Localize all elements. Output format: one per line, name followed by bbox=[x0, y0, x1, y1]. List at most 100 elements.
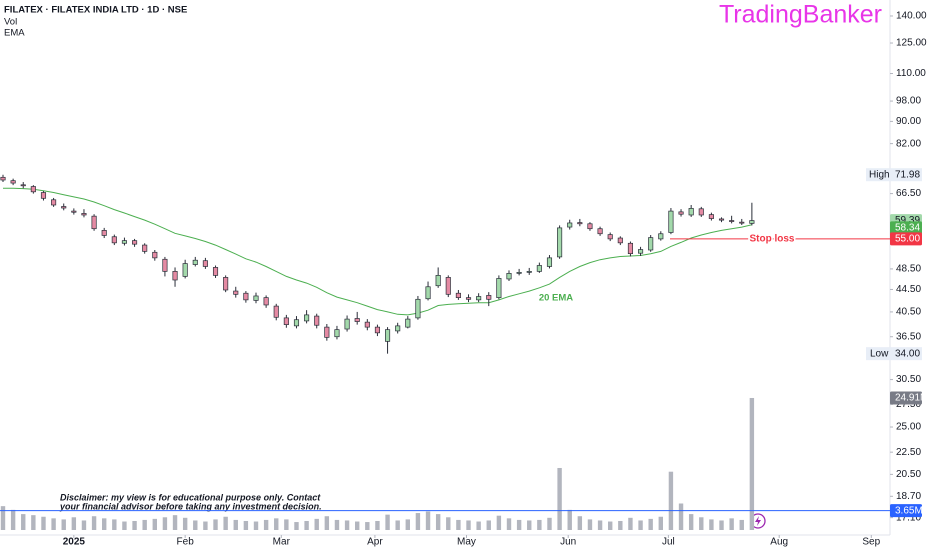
candle-body bbox=[51, 199, 57, 206]
candle-body bbox=[455, 292, 461, 298]
volume-bar bbox=[628, 517, 633, 530]
volume-bar bbox=[446, 517, 451, 530]
volume-bar bbox=[233, 519, 238, 530]
volume-bar bbox=[152, 518, 157, 530]
candle-body bbox=[273, 305, 279, 318]
volume-bar bbox=[506, 518, 512, 530]
candle-body bbox=[212, 267, 219, 276]
candle-body bbox=[617, 237, 623, 244]
volume-bar bbox=[527, 520, 532, 530]
volume-bar bbox=[324, 516, 330, 530]
candle-body bbox=[334, 329, 340, 338]
y-tick-label: 90.00 bbox=[896, 116, 921, 127]
y-tick-label: 40.50 bbox=[896, 307, 921, 318]
x-tick-label: Jun bbox=[560, 537, 576, 548]
volume-bar bbox=[435, 514, 441, 530]
candle-body bbox=[10, 180, 16, 184]
watermark: TradingBanker bbox=[719, 1, 882, 29]
candle-body bbox=[304, 314, 310, 322]
volume-bar bbox=[81, 520, 87, 530]
volume-bar bbox=[567, 509, 572, 530]
candle-body bbox=[223, 277, 229, 291]
candle-body bbox=[698, 208, 704, 216]
candle-body bbox=[607, 234, 613, 240]
stop-loss-label: 55.00 bbox=[895, 234, 920, 245]
volume-bar bbox=[365, 522, 370, 530]
candle-body bbox=[395, 325, 401, 332]
candle-body bbox=[688, 208, 694, 216]
candle-body bbox=[152, 251, 158, 259]
candle-body bbox=[708, 214, 714, 219]
volume-bar bbox=[51, 518, 56, 530]
x-tick-label: Sep bbox=[862, 537, 880, 548]
candle-body bbox=[314, 315, 320, 326]
volume-ma-label: 3.65M bbox=[895, 505, 923, 516]
candle-body bbox=[476, 296, 482, 301]
y-tick-label: 17.10 bbox=[896, 512, 921, 523]
y-tick-label: 22.50 bbox=[896, 447, 921, 458]
alert-icon-bolt bbox=[755, 516, 761, 526]
candle-body bbox=[243, 292, 249, 301]
candle-body bbox=[546, 257, 553, 267]
volume-bar bbox=[456, 519, 461, 530]
candle-body bbox=[283, 317, 289, 325]
volume-bar bbox=[597, 520, 603, 530]
x-tick-label: Apr bbox=[367, 537, 383, 548]
y-tick-label: 44.50 bbox=[896, 284, 921, 295]
candles bbox=[0, 174, 755, 354]
candle-body bbox=[465, 297, 472, 300]
candle-body bbox=[385, 329, 391, 342]
stop-loss-annotation: Stop loss bbox=[749, 234, 794, 245]
volume-bar bbox=[172, 515, 178, 530]
volume-bar bbox=[496, 515, 502, 530]
volume-last-label: 24.91M bbox=[895, 393, 928, 404]
volume-bar bbox=[688, 514, 694, 530]
candle-body bbox=[567, 222, 573, 228]
y-tick-label: 36.50 bbox=[896, 331, 921, 342]
candle-body bbox=[111, 236, 117, 244]
candle-body bbox=[718, 218, 725, 221]
candle-body bbox=[557, 227, 563, 258]
ema-last-label: 58.34 bbox=[895, 222, 920, 233]
candle-body bbox=[172, 271, 178, 281]
volume-bar bbox=[162, 517, 168, 530]
y-tick-label: 140.00 bbox=[896, 11, 927, 22]
volume-bar bbox=[314, 518, 319, 530]
candle-body bbox=[344, 318, 350, 330]
volume-bar bbox=[274, 518, 279, 530]
candle-body bbox=[678, 211, 684, 215]
volume-bar bbox=[729, 518, 734, 530]
volume-bar bbox=[516, 519, 522, 530]
candle-body bbox=[20, 184, 26, 187]
volume-bar bbox=[557, 467, 562, 530]
stop-loss-label-box bbox=[890, 232, 922, 246]
disclaimer: your financial advisor before taking any… bbox=[59, 501, 322, 511]
high-marker-value: 71.98 bbox=[895, 169, 920, 180]
volume-bar bbox=[678, 503, 684, 530]
y-tick-label: 30.50 bbox=[896, 374, 921, 385]
candle-body bbox=[293, 319, 300, 327]
volume-bar bbox=[334, 519, 340, 530]
volume-bar bbox=[122, 521, 127, 530]
close-label: 59.39 bbox=[895, 215, 920, 226]
volume-bar bbox=[425, 511, 431, 530]
candle-body bbox=[597, 228, 603, 235]
candle-body bbox=[30, 186, 36, 193]
volume-bar bbox=[395, 520, 400, 530]
volume-last-label-box bbox=[890, 391, 922, 405]
candle-body bbox=[0, 176, 6, 181]
volume-bar bbox=[21, 514, 26, 530]
candle-body bbox=[192, 259, 198, 265]
volume-bar bbox=[739, 519, 744, 530]
volume-bar bbox=[648, 518, 653, 530]
candle-body bbox=[648, 237, 654, 251]
candle-body bbox=[435, 275, 441, 287]
candle-body bbox=[324, 326, 330, 338]
volume-bar bbox=[415, 513, 421, 530]
candle-body bbox=[425, 286, 431, 300]
x-tick-label: Feb bbox=[177, 537, 195, 548]
y-tick-label: 20.50 bbox=[896, 469, 921, 480]
candle-body bbox=[729, 220, 735, 222]
volume-bar bbox=[577, 516, 583, 530]
volume-bar bbox=[71, 517, 77, 530]
